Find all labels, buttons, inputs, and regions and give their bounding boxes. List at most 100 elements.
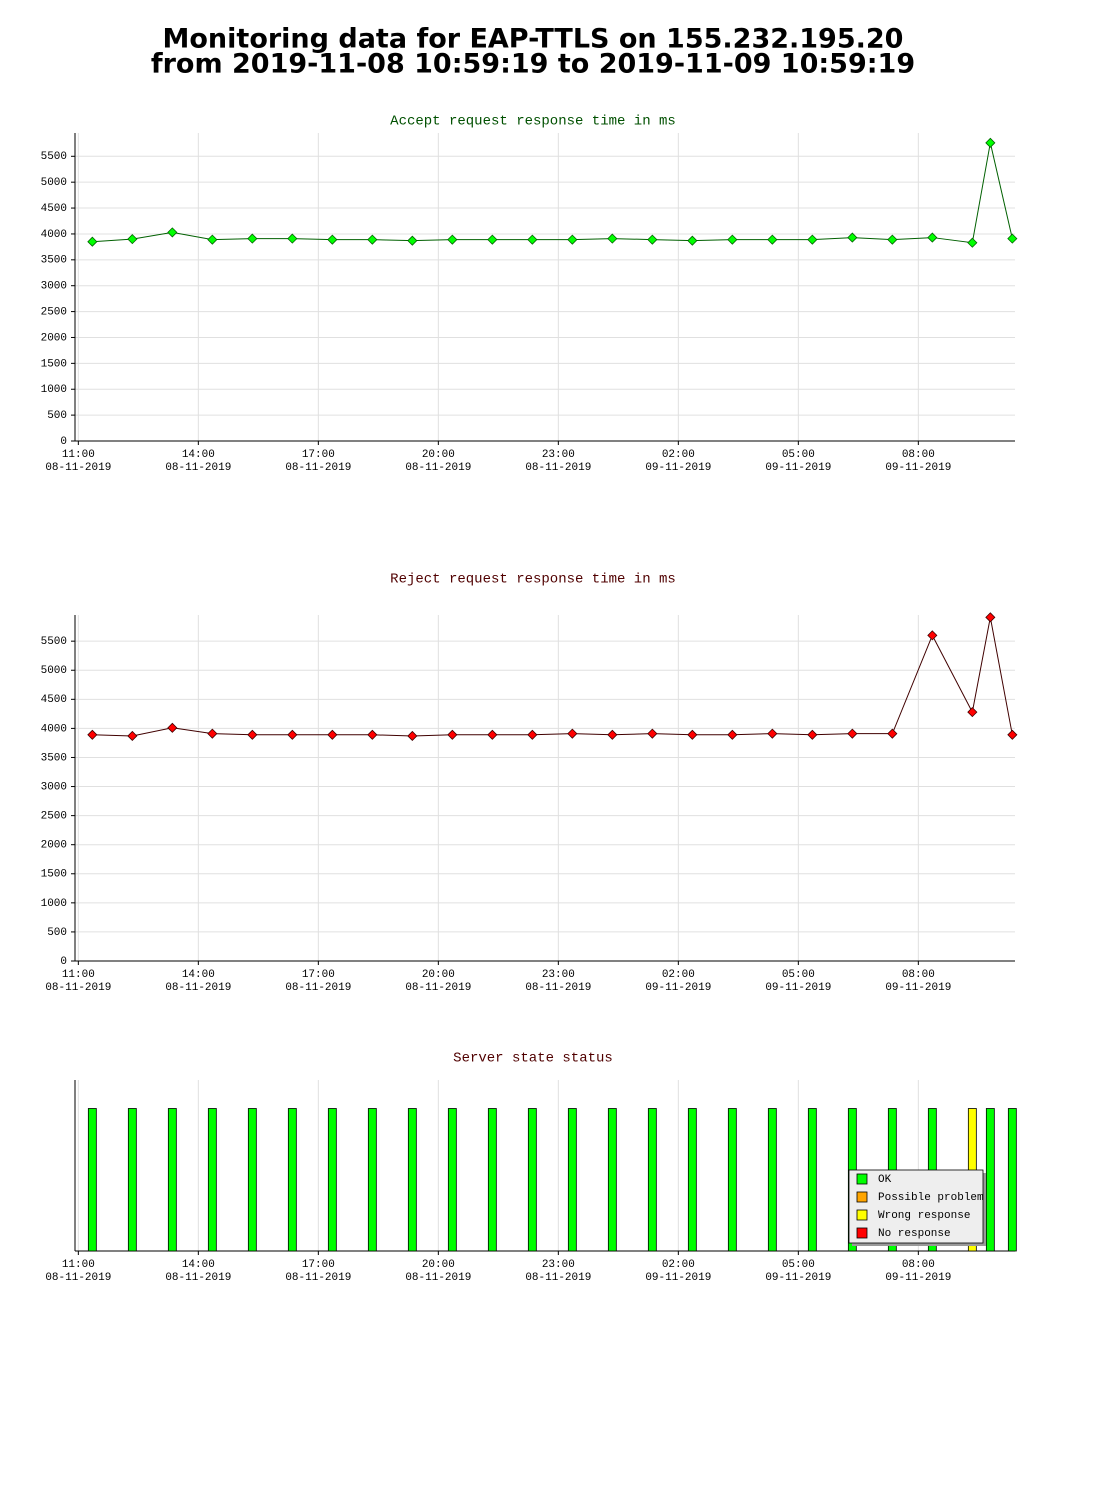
x-tick-label: 09-11-2019 [885,1272,951,1284]
point [527,234,538,245]
y-tick-label: 1500 [41,869,67,881]
x-tick-label: 09-11-2019 [645,982,711,994]
point [647,234,658,245]
point [207,234,218,245]
point [167,722,178,733]
x-tick-label: 09-11-2019 [885,982,951,994]
y-tick-label: 3000 [41,281,67,293]
point [647,728,658,739]
point [127,730,138,742]
x-tick-label: 08:00 [902,969,935,981]
x-tick-label: 09-11-2019 [765,1272,831,1284]
y-tick-label: 0 [60,956,67,968]
y-tick-label: 0 [60,436,67,448]
x-tick-label: 14:00 [182,449,215,461]
status-bar [767,1108,777,1252]
y-tick-label: 4000 [41,723,67,735]
point [247,233,258,244]
point [607,233,618,244]
point [687,235,698,246]
x-tick-label: 20:00 [422,969,455,981]
x-tick-label: 08-11-2019 [165,982,231,994]
status-bar [247,1108,257,1252]
x-tick-label: 08-11-2019 [405,1272,471,1284]
y-tick-label: 2500 [41,306,67,318]
x-tick-label: 17:00 [302,1259,335,1271]
point [367,234,378,245]
status-bar [985,1108,995,1252]
x-tick-label: 09-11-2019 [765,982,831,994]
point [967,237,978,248]
point [767,234,778,245]
point [727,234,738,245]
x-tick-label: 20:00 [422,449,455,461]
point [127,234,138,245]
status-bar [687,1108,697,1252]
point [927,232,938,243]
y-tick-label: 500 [47,927,67,939]
point [327,729,338,740]
legend-swatch [856,1227,868,1239]
status-bar [327,1108,337,1252]
y-tick-label: 5500 [41,636,67,648]
status-bar [367,1108,377,1252]
y-tick-label: 2000 [41,332,67,344]
status-bar [727,1108,737,1252]
point [287,233,298,244]
x-tick-label: 14:00 [182,1259,215,1271]
point [407,730,418,742]
x-tick-label: 17:00 [302,449,335,461]
status-bar [407,1108,417,1252]
x-tick-label: 02:00 [662,969,695,981]
point [807,729,818,740]
y-tick-label: 5500 [41,151,67,163]
main-title: Monitoring data for EAP-TTLS on 155.232.… [163,24,904,55]
point [687,729,698,740]
y-tick-label: 3000 [41,781,67,793]
point [887,234,898,245]
point [807,234,818,245]
y-tick-label: 4000 [41,229,67,241]
point [447,234,458,245]
x-tick-label: 05:00 [782,969,815,981]
x-tick-label: 08-11-2019 [405,462,471,474]
point [447,729,458,740]
x-tick-label: 23:00 [542,449,575,461]
status-bar [207,1108,217,1252]
x-tick-label: 08-11-2019 [45,982,111,994]
x-tick-label: 09-11-2019 [885,462,951,474]
x-tick-label: 08-11-2019 [525,462,591,474]
point [967,707,978,718]
status-bar [1007,1108,1017,1252]
x-tick-label: 09-11-2019 [645,1272,711,1284]
x-tick-label: 08:00 [902,449,935,461]
x-tick-label: 11:00 [62,449,95,461]
point [567,234,578,245]
point [607,729,618,740]
x-tick-label: 08-11-2019 [405,982,471,994]
point [167,227,178,238]
point [727,729,738,740]
x-tick-label: 08-11-2019 [45,1272,111,1284]
chart-title: Reject request response time in ms [390,572,676,588]
y-tick-label: 5000 [41,665,67,677]
y-tick-label: 2500 [41,811,67,823]
x-tick-label: 08-11-2019 [285,1272,351,1284]
x-tick-label: 23:00 [542,969,575,981]
status-bar [87,1108,97,1252]
y-tick-label: 4500 [41,694,67,706]
legend-label: Possible problem [878,1192,984,1204]
x-tick-label: 02:00 [662,449,695,461]
chart-title: Accept request response time in ms [390,114,676,130]
status-bar [807,1108,817,1252]
point [527,729,538,740]
x-tick-label: 08-11-2019 [165,462,231,474]
y-tick-label: 500 [47,410,67,422]
legend-box [848,1169,984,1244]
status-bar [567,1108,577,1252]
y-tick-label: 3500 [41,255,67,267]
x-tick-label: 05:00 [782,1259,815,1271]
x-tick-label: 08-11-2019 [45,462,111,474]
status-bar [527,1108,537,1252]
